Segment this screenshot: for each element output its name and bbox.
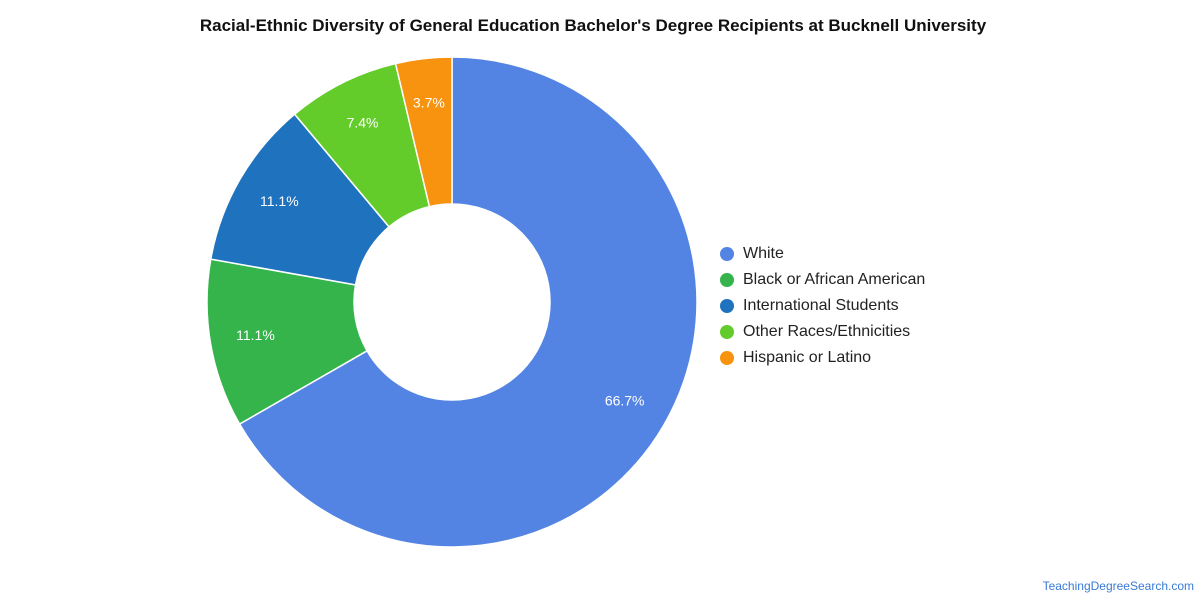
legend-swatch-black-or-african-american [720,273,734,287]
legend-item-other-races-ethnicities[interactable]: Other Races/Ethnicities [720,319,925,345]
donut-slice-black-or-african-american[interactable] [206,258,369,426]
legend-swatch-hispanic-or-latino [720,351,734,365]
legend-swatch-other-races-ethnicities [720,325,734,339]
donut-slice-hispanic-or-latino[interactable] [394,56,453,208]
legend-item-black-or-african-american[interactable]: Black or African American [720,267,925,293]
legend-swatch-white [720,247,734,261]
slice-label-hispanic-or-latino: 3.7% [413,95,445,111]
legend-swatch-international-students [720,299,734,313]
donut-slice-international-students[interactable] [209,113,391,286]
legend-label-hispanic-or-latino: Hispanic or Latino [743,349,872,366]
legend-label-black-or-african-american: Black or African American [743,271,926,288]
slice-label-other-races-ethnicities: 7.4% [347,114,379,130]
legend-label-other-races-ethnicities: Other Races/Ethnicities [743,323,911,340]
donut-slice-white[interactable] [238,56,698,548]
slice-label-white: 66.7% [605,393,645,409]
slice-label-black-or-african-american: 11.1% [236,327,275,343]
legend-label-international-students: International Students [743,297,899,314]
legend-label-white: White [743,245,784,262]
legend-item-international-students[interactable]: International Students [720,293,925,319]
slice-label-international-students: 11.1% [260,193,299,209]
chart-legend: White Black or African American Internat… [720,241,925,371]
legend-item-white[interactable]: White [720,241,925,267]
chart-title: Racial-Ethnic Diversity of General Educa… [199,16,987,35]
source-link[interactable]: TeachingDegreeSearch.com [1042,579,1194,593]
legend-item-hispanic-or-latino[interactable]: Hispanic or Latino [720,345,925,371]
